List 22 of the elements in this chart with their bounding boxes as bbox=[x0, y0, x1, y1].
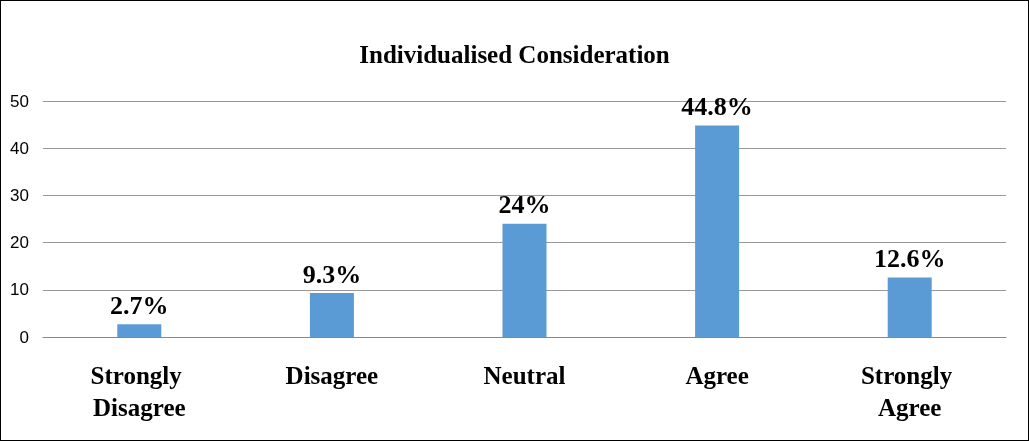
x-tick-label: Strongly Agree bbox=[860, 361, 959, 421]
data-label: 12.6% bbox=[873, 244, 946, 274]
x-tick-label: Disagree bbox=[285, 361, 379, 389]
bar bbox=[695, 125, 740, 337]
data-label: 2.7% bbox=[110, 290, 169, 320]
x-tick-label: Agree bbox=[685, 361, 749, 389]
bar bbox=[502, 223, 547, 337]
chart-title: Individualised Consideration bbox=[359, 41, 670, 68]
y-tick-label: 50 bbox=[10, 91, 29, 111]
y-tick-label: 10 bbox=[10, 280, 29, 300]
y-tick-label: 0 bbox=[19, 327, 29, 347]
bar bbox=[117, 324, 162, 337]
data-label: 24% bbox=[498, 190, 551, 220]
y-tick-label: 20 bbox=[10, 233, 29, 253]
y-tick-label: 30 bbox=[10, 185, 29, 205]
x-tick-label: Strongly Disagree bbox=[90, 361, 189, 421]
x-tick-label: Neutral bbox=[483, 361, 566, 389]
data-label: 9.3% bbox=[302, 259, 362, 289]
bar bbox=[309, 293, 354, 337]
data-label: 44.8% bbox=[681, 92, 753, 122]
y-tick-label: 40 bbox=[10, 138, 29, 158]
bar bbox=[887, 277, 932, 337]
